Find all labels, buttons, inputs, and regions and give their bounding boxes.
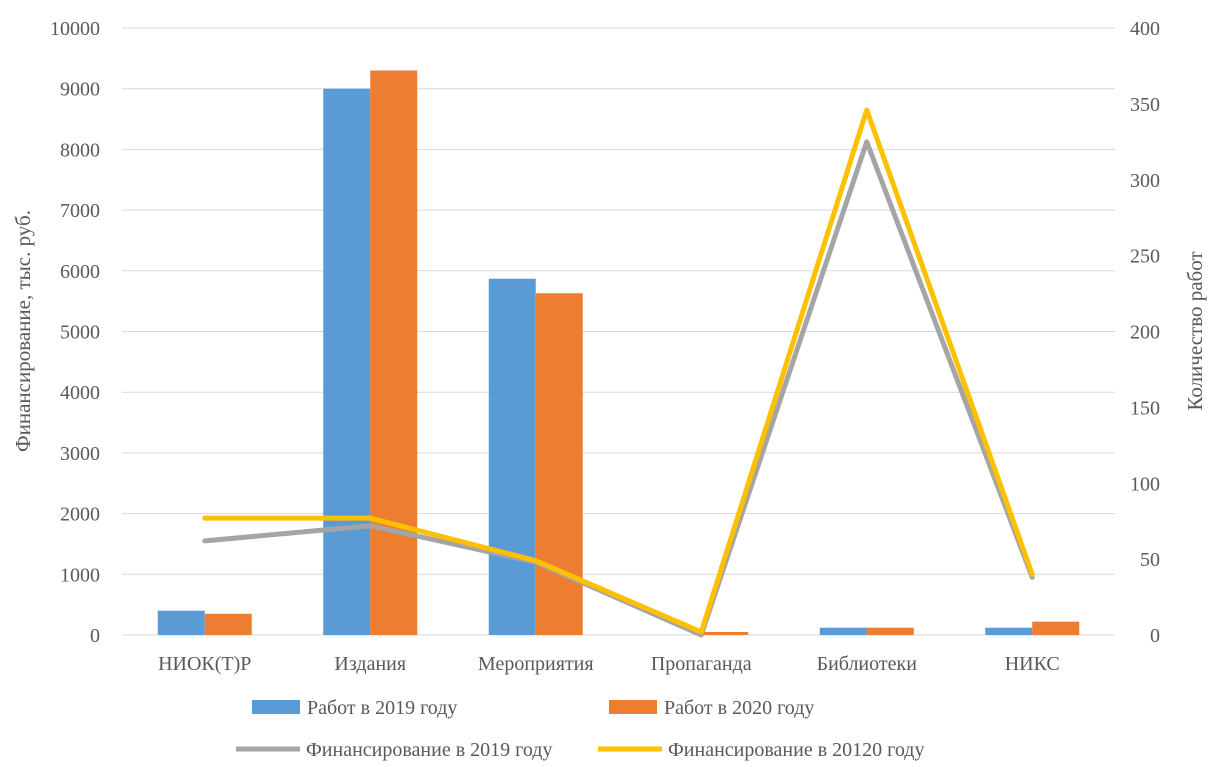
y-tick-label: 2000 (60, 504, 100, 526)
legend-label: Работ в 2019 году (307, 697, 457, 719)
bar (535, 293, 583, 635)
legend-label: Финансирование в 20120 году (668, 739, 924, 761)
x-axis-ticks: НИОК(Т)Р Издания Мероприятия Пропаганда Библ… (158, 653, 1060, 675)
y2-tick-label: 300 (1130, 170, 1160, 192)
y2-axis-title: Количество работ (1183, 251, 1207, 410)
y-tick-label: 0 (90, 625, 100, 647)
gridlines (122, 27, 1115, 636)
y2-tick-label: 0 (1150, 625, 1160, 647)
right-axis-ticks: 0 50 100 150 200 250 300 350 400 (1130, 18, 1160, 647)
y-tick-label: 5000 (60, 322, 100, 344)
legend-label: Финансирование в 2019 году (306, 739, 552, 761)
bar (866, 627, 914, 635)
legend-swatch (252, 700, 300, 714)
bar (701, 631, 749, 635)
y-tick-label: 10000 (50, 18, 100, 40)
x-tick-label: Библиотеки (817, 653, 918, 675)
y-tick-label: 8000 (60, 139, 100, 161)
y-tick-label: 9000 (60, 79, 100, 101)
bar (323, 88, 371, 635)
y2-tick-label: 200 (1130, 322, 1160, 344)
bar (1032, 621, 1080, 635)
x-tick-label: Издания (334, 653, 406, 675)
lines (202, 107, 1035, 638)
bar (204, 613, 252, 635)
series-line (202, 107, 1035, 635)
y-tick-label: 7000 (60, 200, 100, 222)
y-tick-label: 3000 (60, 443, 100, 465)
bar (157, 610, 205, 635)
x-tick-label: НИОК(Т)Р (158, 653, 251, 675)
y2-tick-label: 150 (1130, 397, 1160, 419)
y-tick-label: 6000 (60, 261, 100, 283)
x-tick-label: Мероприятия (478, 653, 594, 675)
bar (488, 278, 536, 635)
y-tick-label: 1000 (60, 564, 100, 586)
y2-tick-label: 250 (1130, 246, 1160, 268)
bars (157, 70, 1080, 636)
legend-swatch (609, 700, 657, 714)
left-axis-ticks: 0 1000 2000 3000 4000 5000 6000 7000 8000 9000 100… (50, 18, 100, 647)
bar (819, 627, 867, 635)
y-axis-title: Финансирование, тыс. руб. (11, 210, 35, 452)
bar (370, 70, 418, 636)
y-tick-label: 4000 (60, 382, 100, 404)
y2-tick-label: 350 (1130, 94, 1160, 116)
bar (985, 627, 1033, 635)
legend-label: Работ в 2020 году (664, 697, 814, 719)
x-tick-label: Пропаганда (651, 653, 752, 675)
x-tick-label: НИКС (1005, 653, 1060, 675)
legend: Работ в 2019 году Работ в 2020 году Финанс… (236, 697, 924, 761)
y2-tick-label: 50 (1140, 549, 1160, 571)
y2-tick-label: 100 (1130, 473, 1160, 495)
y2-tick-label: 400 (1130, 18, 1160, 40)
